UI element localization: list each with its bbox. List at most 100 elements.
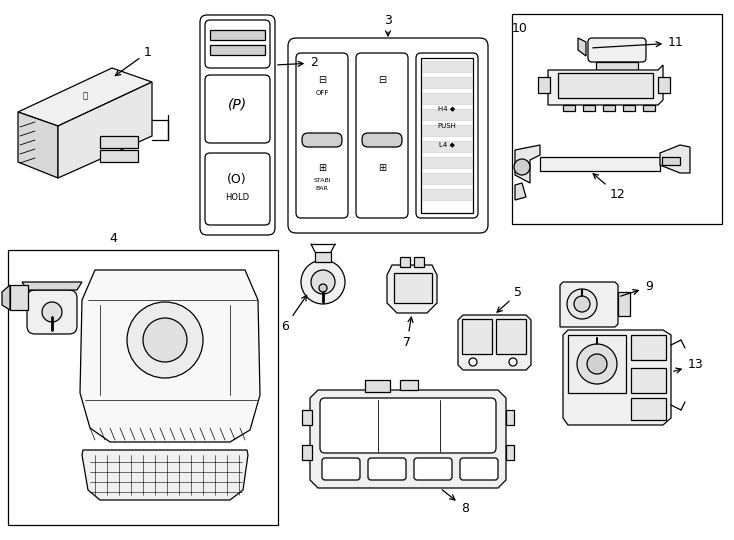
Polygon shape [515, 145, 540, 183]
Text: 4: 4 [109, 232, 117, 245]
Bar [100, 136, 138, 148]
Polygon shape [660, 145, 690, 173]
FancyBboxPatch shape [205, 153, 270, 225]
FancyBboxPatch shape [200, 15, 275, 235]
Text: 13: 13 [674, 359, 704, 373]
Bar [422, 157, 472, 168]
Polygon shape [22, 282, 82, 290]
Bar [421, 58, 473, 213]
Text: 7: 7 [403, 317, 413, 349]
FancyBboxPatch shape [356, 53, 408, 218]
Text: STABI: STABI [313, 179, 331, 184]
Bar [400, 257, 410, 267]
Bar [422, 77, 472, 88]
Circle shape [509, 358, 517, 366]
Bar [596, 62, 638, 72]
Text: 6: 6 [281, 295, 307, 334]
Circle shape [469, 358, 477, 366]
Bar [506, 445, 514, 460]
Circle shape [567, 289, 597, 319]
Polygon shape [18, 68, 152, 126]
Bar [603, 105, 615, 111]
FancyBboxPatch shape [588, 38, 646, 62]
Bar [400, 380, 418, 390]
Bar [643, 105, 655, 111]
FancyBboxPatch shape [322, 458, 360, 480]
Circle shape [587, 354, 607, 374]
Polygon shape [18, 112, 58, 178]
Polygon shape [2, 285, 10, 310]
Bar [618, 292, 630, 316]
FancyBboxPatch shape [205, 20, 270, 68]
Bar [422, 61, 472, 72]
Bar [8, 250, 278, 525]
FancyBboxPatch shape [362, 133, 402, 147]
Bar [512, 14, 722, 224]
Bar [414, 257, 424, 267]
Bar [623, 105, 635, 111]
Circle shape [574, 296, 590, 312]
FancyBboxPatch shape [460, 458, 498, 480]
Circle shape [577, 344, 617, 384]
Bar [422, 141, 472, 152]
Polygon shape [548, 65, 663, 105]
Text: 2: 2 [277, 57, 318, 70]
Bar [662, 157, 680, 165]
Circle shape [514, 159, 530, 175]
Text: 9: 9 [621, 280, 653, 296]
Bar [422, 125, 472, 136]
Bar [568, 335, 626, 393]
Text: 5: 5 [497, 287, 522, 312]
Bar [538, 77, 550, 93]
Circle shape [319, 284, 327, 292]
Bar [583, 105, 595, 111]
Circle shape [311, 270, 335, 294]
FancyBboxPatch shape [288, 38, 488, 233]
Text: HOLD: HOLD [225, 192, 249, 201]
Polygon shape [563, 330, 671, 425]
Text: 8: 8 [442, 490, 469, 515]
FancyBboxPatch shape [296, 53, 348, 218]
Bar [100, 150, 138, 162]
Bar [422, 173, 472, 184]
Text: 10: 10 [512, 22, 528, 35]
Circle shape [301, 260, 345, 304]
Bar [558, 73, 653, 98]
Polygon shape [578, 38, 586, 56]
Text: PUSH: PUSH [437, 123, 457, 129]
Bar [422, 189, 472, 200]
Bar [210, 30, 265, 40]
Text: BAR: BAR [316, 186, 328, 192]
Bar [540, 157, 660, 171]
Circle shape [42, 302, 62, 322]
Bar [302, 410, 312, 425]
Circle shape [127, 302, 203, 378]
Bar [631, 335, 666, 360]
Text: (O): (O) [228, 173, 247, 186]
Bar [631, 398, 666, 420]
Polygon shape [310, 390, 506, 488]
Text: 11: 11 [593, 37, 684, 50]
FancyBboxPatch shape [27, 290, 77, 334]
Bar [506, 410, 514, 425]
Bar [394, 273, 432, 303]
Bar [631, 368, 666, 393]
Text: ⊞: ⊞ [318, 163, 326, 173]
Text: H4 ◆: H4 ◆ [438, 105, 456, 111]
Text: OFF: OFF [316, 90, 329, 96]
Polygon shape [515, 183, 526, 200]
Bar [315, 252, 331, 262]
Text: (P): (P) [228, 98, 247, 112]
FancyBboxPatch shape [205, 75, 270, 143]
FancyBboxPatch shape [320, 398, 496, 453]
Bar [658, 77, 670, 93]
Polygon shape [387, 265, 437, 313]
Bar [210, 45, 265, 55]
Text: 12: 12 [593, 174, 626, 201]
Text: ᖴ: ᖴ [82, 91, 87, 100]
FancyBboxPatch shape [368, 458, 406, 480]
Bar [496, 319, 526, 354]
Bar [563, 105, 575, 111]
Text: ⊞: ⊞ [378, 163, 386, 173]
Bar [302, 445, 312, 460]
